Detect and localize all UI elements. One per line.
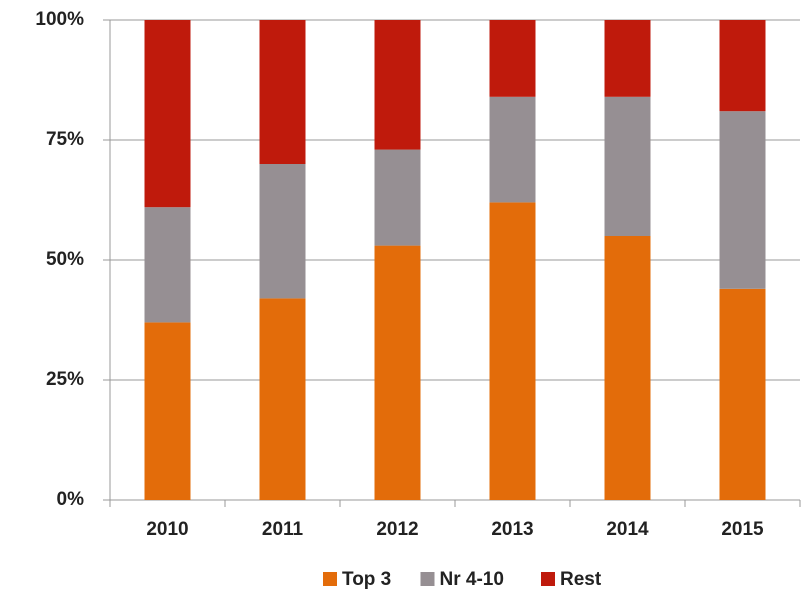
bar-segment — [604, 96, 651, 236]
bar-segment — [719, 20, 766, 112]
legend-label: Rest — [560, 569, 602, 590]
bar-segment — [604, 20, 651, 97]
x-tick-label: 2012 — [376, 519, 418, 540]
bar-segment — [259, 20, 306, 164]
legend-label: Nr 4-10 — [440, 569, 504, 590]
bar-segment — [259, 164, 306, 299]
y-tick-label: 25% — [46, 369, 84, 390]
x-tick-label: 2014 — [606, 519, 649, 540]
bar-segment — [374, 149, 421, 246]
bar-segment — [489, 96, 536, 203]
bar-segment — [604, 236, 651, 500]
x-tick-label: 2015 — [721, 519, 764, 540]
bar-segment — [374, 20, 421, 150]
bar-segment — [144, 322, 191, 500]
legend-swatch — [323, 572, 337, 586]
bar-segment — [144, 207, 191, 323]
x-tick-label: 2010 — [146, 519, 188, 540]
bar-segment — [489, 202, 536, 500]
x-tick-label: 2013 — [491, 519, 533, 540]
bar-segment — [719, 288, 766, 500]
y-tick-label: 75% — [46, 129, 84, 150]
legend-swatch — [420, 572, 435, 586]
bar-segment — [259, 298, 306, 500]
y-tick-label: 50% — [46, 249, 84, 270]
bar-segment — [144, 20, 191, 208]
y-tick-label: 0% — [57, 489, 85, 510]
bar-segment — [719, 111, 766, 289]
x-tick-label: 2011 — [262, 519, 304, 540]
bar-segment — [374, 245, 421, 500]
y-tick-label: 100% — [35, 9, 84, 30]
legend-swatch — [541, 572, 555, 586]
bar-segment — [489, 20, 536, 97]
legend-label: Top 3 — [342, 569, 391, 590]
